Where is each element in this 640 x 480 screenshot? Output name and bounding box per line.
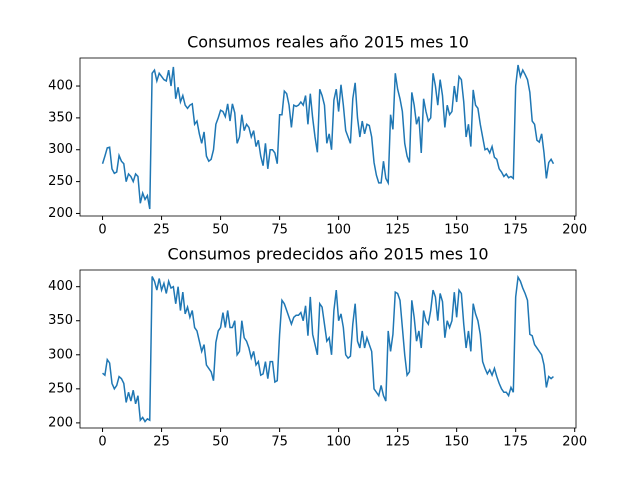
- y-tick-label: 400: [48, 79, 73, 94]
- y-tick-label: 200: [48, 415, 73, 430]
- x-tick-label: 50: [212, 435, 229, 450]
- x-tick-label: 200: [562, 435, 587, 450]
- x-tick-label: 175: [503, 223, 528, 238]
- x-tick-label: 25: [153, 435, 170, 450]
- y-tick-label: 200: [48, 206, 73, 221]
- x-tick-label: 150: [444, 223, 469, 238]
- x-tick-label: 125: [385, 435, 410, 450]
- y-tick-label: 350: [48, 313, 73, 328]
- x-tick-label: 0: [98, 435, 106, 450]
- x-tick-label: 125: [385, 223, 410, 238]
- x-tick-label: 25: [153, 223, 170, 238]
- x-tick-label: 100: [326, 435, 351, 450]
- x-tick-label: 50: [212, 223, 229, 238]
- axes-frame: [79, 269, 577, 429]
- y-tick-label: 400: [48, 279, 73, 294]
- x-tick-label: 150: [444, 435, 469, 450]
- x-tick-label: 0: [98, 223, 106, 238]
- y-tick-label: 250: [48, 174, 73, 189]
- chart-title: Consumos predecidos año 2015 mes 10: [167, 245, 488, 264]
- x-tick-label: 100: [326, 223, 351, 238]
- y-tick-label: 350: [48, 110, 73, 125]
- x-tick-label: 75: [271, 435, 288, 450]
- chart-title: Consumos reales año 2015 mes 10: [187, 33, 469, 52]
- y-tick-label: 300: [48, 347, 73, 362]
- y-tick-label: 300: [48, 142, 73, 157]
- y-tick-label: 250: [48, 381, 73, 396]
- data-line: [102, 274, 554, 423]
- data-line: [101, 64, 555, 210]
- x-tick-label: 175: [503, 435, 528, 450]
- axes-frame: [79, 57, 577, 217]
- x-tick-label: 200: [562, 223, 587, 238]
- x-tick-label: 75: [271, 223, 288, 238]
